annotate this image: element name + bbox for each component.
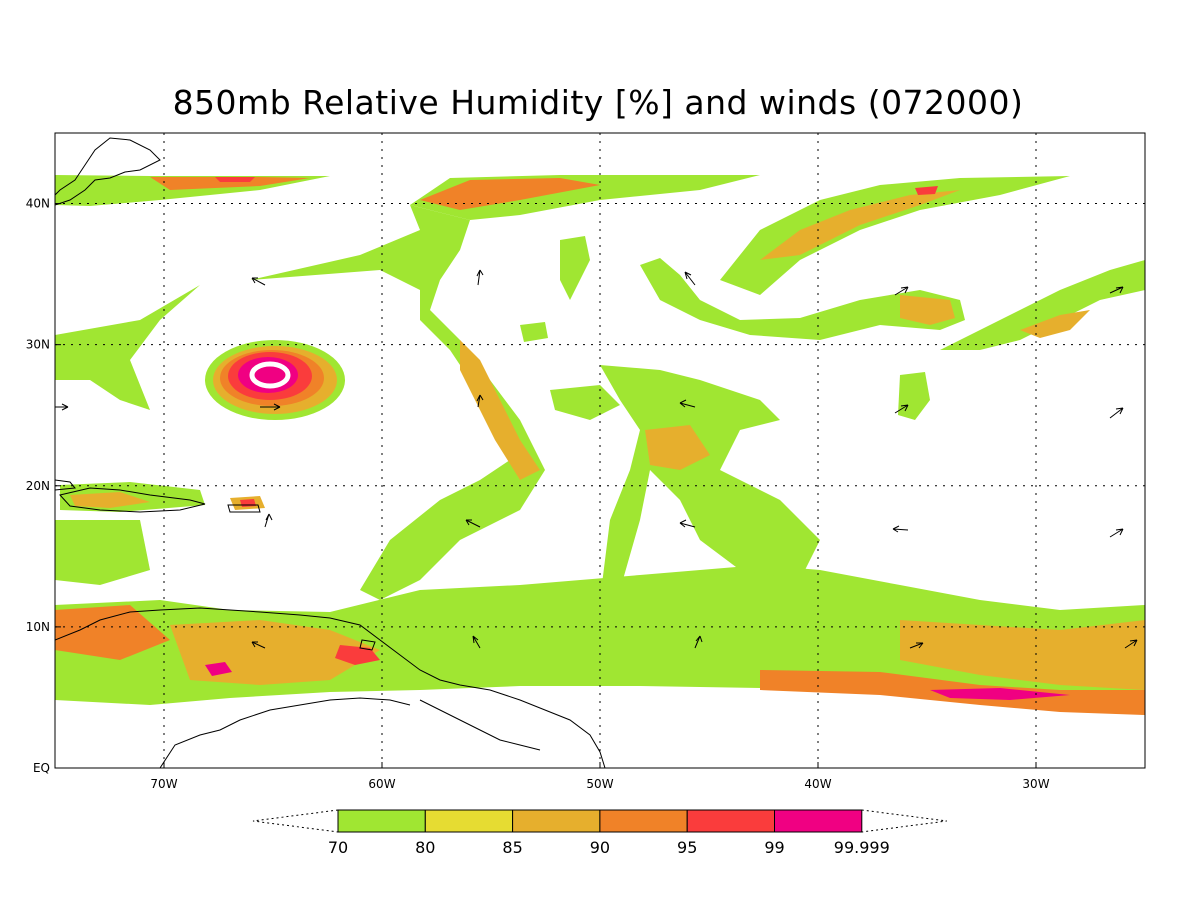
colorbar-label: 95	[677, 838, 697, 857]
wind-arrow	[679, 519, 696, 528]
wind-arrow	[892, 525, 909, 533]
colorbar-label: 90	[590, 838, 610, 857]
lat-lon-grid	[55, 133, 1145, 768]
colorbar-label: 80	[415, 838, 435, 857]
coastline-puerto-rico	[227, 504, 261, 513]
rh-region-top-left-orange	[150, 177, 310, 190]
y-tick-label: 40N	[26, 197, 50, 211]
colorbar-swatch	[424, 809, 514, 833]
coastline-north-america	[55, 137, 161, 206]
colorbar-swatch	[774, 809, 863, 833]
coastline-guyana-border	[419, 699, 541, 751]
colorbar-label: 99	[764, 838, 784, 857]
colorbar-label: 85	[502, 838, 522, 857]
wind-vectors	[55, 269, 1138, 649]
wind-arrow	[1124, 639, 1138, 649]
wind-arrow	[264, 513, 273, 528]
rh-region-ne-east-gold	[1020, 310, 1090, 338]
rh-region-blob-2	[550, 385, 620, 420]
wind-arrow	[1109, 528, 1124, 538]
rh-region-west-tail	[55, 285, 200, 410]
rh-region-south-magenta	[930, 688, 1070, 700]
rh-region-south-gold	[900, 620, 1145, 690]
wind-arrow	[909, 642, 924, 649]
latitude-tick-labels: EQ 10N 20N 30N 40N	[26, 197, 61, 775]
x-tick-label: 50W	[586, 777, 613, 791]
rh-region-blob-6	[520, 322, 548, 342]
rh-region-s-band	[250, 205, 545, 600]
rh-region-ne-east-arm	[940, 260, 1145, 350]
colorbar-label: 99.999	[834, 838, 890, 857]
coastline-cuba-tip	[55, 479, 76, 491]
wind-arrow	[1109, 286, 1124, 294]
wind-arrow	[694, 635, 703, 649]
colorbar-swatch	[686, 809, 776, 833]
hurricane-eye-ring	[249, 361, 291, 389]
colorbar-over-triangle	[861, 809, 947, 833]
wind-arrow	[684, 271, 696, 286]
longitude-tick-labels: 70W 60W 50W 40W 30W	[150, 762, 1050, 791]
y-tick-label: 10N	[26, 620, 50, 634]
rh-region-ne-spiral-red	[915, 186, 938, 195]
y-tick-label: 30N	[26, 338, 50, 352]
coastlines	[55, 137, 606, 768]
colorbar-swatch	[599, 809, 688, 833]
wind-arrow	[251, 641, 266, 649]
rh-region-blob-5-red	[240, 499, 256, 507]
y-tick-label: EQ	[33, 761, 50, 775]
colorbar-under-triangle	[252, 809, 339, 833]
wind-arrow	[1109, 407, 1124, 419]
y-tick-label: 20N	[26, 479, 50, 493]
wind-arrow	[260, 403, 281, 411]
rh-region-caribbean-magenta	[205, 662, 232, 676]
colorbar: 70 80 85 90 95 99 99.999	[252, 809, 947, 857]
rh-region-top-center-orange	[420, 178, 600, 210]
rh-region-ne-inner-arm	[640, 258, 965, 340]
map-title: 850mb Relative Humidity [%] and winds (0…	[173, 83, 1024, 122]
wind-arrow	[894, 286, 909, 296]
rh-region-s-band-gold	[460, 340, 540, 480]
wind-arrow	[251, 277, 266, 286]
rh-region-caribbean-orange	[55, 605, 170, 660]
x-tick-label: 70W	[150, 777, 177, 791]
colorbar-swatch	[512, 809, 601, 833]
rh-region-ne-spiral-gold	[760, 190, 960, 260]
x-tick-label: 60W	[368, 777, 395, 791]
humidity-fill-layer	[55, 175, 1145, 715]
rh-region-caribbean-red	[335, 645, 380, 665]
rh-region-blob-4-gold	[70, 492, 150, 508]
wind-arrow	[894, 404, 909, 414]
wind-arrow	[55, 403, 69, 411]
rh-region-central-east-gold	[645, 425, 710, 470]
coastline-trinidad	[359, 639, 376, 651]
colorbar-label: 70	[328, 838, 348, 857]
wind-arrow	[476, 394, 484, 408]
rh-region-top-left-red	[215, 177, 255, 182]
wind-arrow	[465, 519, 481, 528]
coastline-hispaniola	[59, 487, 206, 513]
rh-region-central-east	[600, 365, 820, 600]
coastline-venezuela-border	[159, 697, 411, 768]
rh-region-blob-7	[560, 236, 590, 300]
x-tick-label: 40W	[804, 777, 831, 791]
wind-arrow	[472, 635, 481, 649]
hurricane-eye	[258, 368, 282, 382]
x-tick-label: 30W	[1022, 777, 1049, 791]
wind-arrow	[476, 269, 484, 286]
rh-region-blob-3	[55, 520, 150, 585]
coastline-south-america	[55, 607, 606, 768]
wind-arrow	[679, 399, 696, 408]
rh-region-ne-inner-gold	[900, 295, 955, 325]
colorbar-swatch	[337, 809, 426, 833]
